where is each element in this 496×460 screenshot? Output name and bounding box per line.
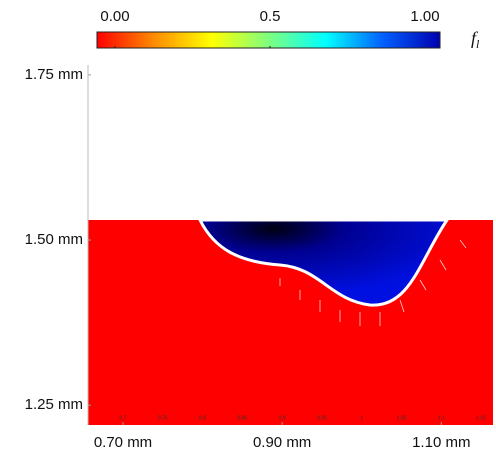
x-tick-label: 0.90 mm bbox=[253, 434, 311, 451]
minor-x-tick-label: 0.7 bbox=[120, 415, 127, 421]
colorbar-label-main: f bbox=[471, 28, 479, 48]
colorbar-tick-label: 1.00 bbox=[410, 8, 439, 25]
y-tick-label: 1.75 mm bbox=[25, 66, 83, 83]
minor-x-tick-label: 0.85 bbox=[237, 415, 247, 421]
colorbar-label: fl bbox=[471, 28, 480, 51]
x-tick-label: 1.10 mm bbox=[412, 434, 470, 451]
colorbar-tick-label: 0.5 bbox=[260, 8, 281, 25]
y-tick-label: 1.25 mm bbox=[25, 396, 83, 413]
x-tick-label: 0.70 mm bbox=[94, 434, 152, 451]
minor-x-tick-label: 1.15 bbox=[476, 415, 486, 421]
colorbar-label-subscript: l bbox=[476, 37, 480, 51]
minor-x-tick-label: 1 bbox=[360, 415, 363, 421]
minor-x-tick-label: 1.1 bbox=[438, 415, 445, 421]
minor-x-tick-label: 0.9 bbox=[279, 415, 286, 421]
colorbar bbox=[96, 31, 441, 49]
minor-x-tick-label: 0.75 bbox=[158, 415, 168, 421]
minor-x-tick-label: 1.05 bbox=[397, 415, 407, 421]
velocity-arrows bbox=[279, 239, 467, 326]
y-tick-label: 1.50 mm bbox=[25, 231, 83, 248]
minor-x-tick-label: 0.95 bbox=[317, 415, 327, 421]
melt-pool bbox=[197, 218, 450, 307]
colorbar-tick-label: 0.00 bbox=[100, 8, 129, 25]
minor-x-tick-label: 0.8 bbox=[199, 415, 206, 421]
